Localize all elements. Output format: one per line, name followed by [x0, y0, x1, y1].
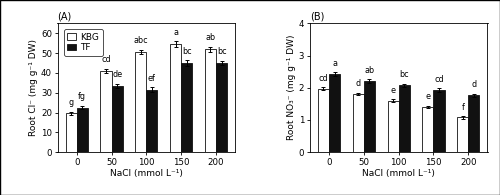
Bar: [329, 74, 340, 152]
Bar: [170, 44, 181, 152]
Text: cd: cd: [318, 74, 328, 83]
X-axis label: NaCl (mmol L⁻¹): NaCl (mmol L⁻¹): [110, 169, 183, 178]
Bar: [181, 63, 192, 152]
Text: d: d: [472, 80, 476, 89]
X-axis label: NaCl (mmol L⁻¹): NaCl (mmol L⁻¹): [362, 169, 435, 178]
Bar: [135, 52, 146, 152]
Bar: [364, 81, 375, 152]
Bar: [66, 113, 76, 152]
Text: (A): (A): [58, 11, 72, 21]
Bar: [76, 108, 88, 152]
Text: abc: abc: [134, 36, 148, 45]
Bar: [352, 94, 364, 152]
Text: ab: ab: [206, 33, 216, 42]
Text: bc: bc: [400, 70, 409, 79]
Bar: [318, 89, 329, 152]
Bar: [434, 90, 444, 152]
Text: cd: cd: [434, 75, 444, 84]
Bar: [422, 107, 434, 152]
Text: g: g: [68, 98, 73, 107]
Bar: [388, 101, 398, 152]
Text: (B): (B): [310, 11, 324, 21]
Text: e: e: [390, 86, 396, 95]
Y-axis label: Root Cl⁻ (mg g⁻¹ DW): Root Cl⁻ (mg g⁻¹ DW): [29, 39, 38, 136]
Text: cd: cd: [101, 55, 110, 64]
Text: a: a: [332, 59, 337, 68]
Text: bc: bc: [182, 47, 192, 56]
Text: fg: fg: [78, 92, 86, 101]
Bar: [457, 117, 468, 152]
Bar: [205, 49, 216, 152]
Text: ab: ab: [364, 66, 374, 75]
Text: bc: bc: [217, 47, 226, 56]
Text: e: e: [426, 92, 430, 101]
Text: d: d: [356, 79, 361, 88]
Bar: [468, 96, 479, 152]
Legend: KBG, TF: KBG, TF: [64, 29, 102, 56]
Y-axis label: Root NO₃⁻ (mg g⁻¹ DW): Root NO₃⁻ (mg g⁻¹ DW): [287, 35, 296, 141]
Bar: [112, 86, 122, 152]
Text: a: a: [173, 28, 178, 37]
Text: f: f: [462, 103, 464, 112]
Bar: [398, 85, 410, 152]
Text: ef: ef: [148, 74, 156, 83]
Bar: [100, 71, 112, 152]
Text: de: de: [112, 70, 122, 79]
Bar: [146, 90, 158, 152]
Bar: [216, 63, 227, 152]
